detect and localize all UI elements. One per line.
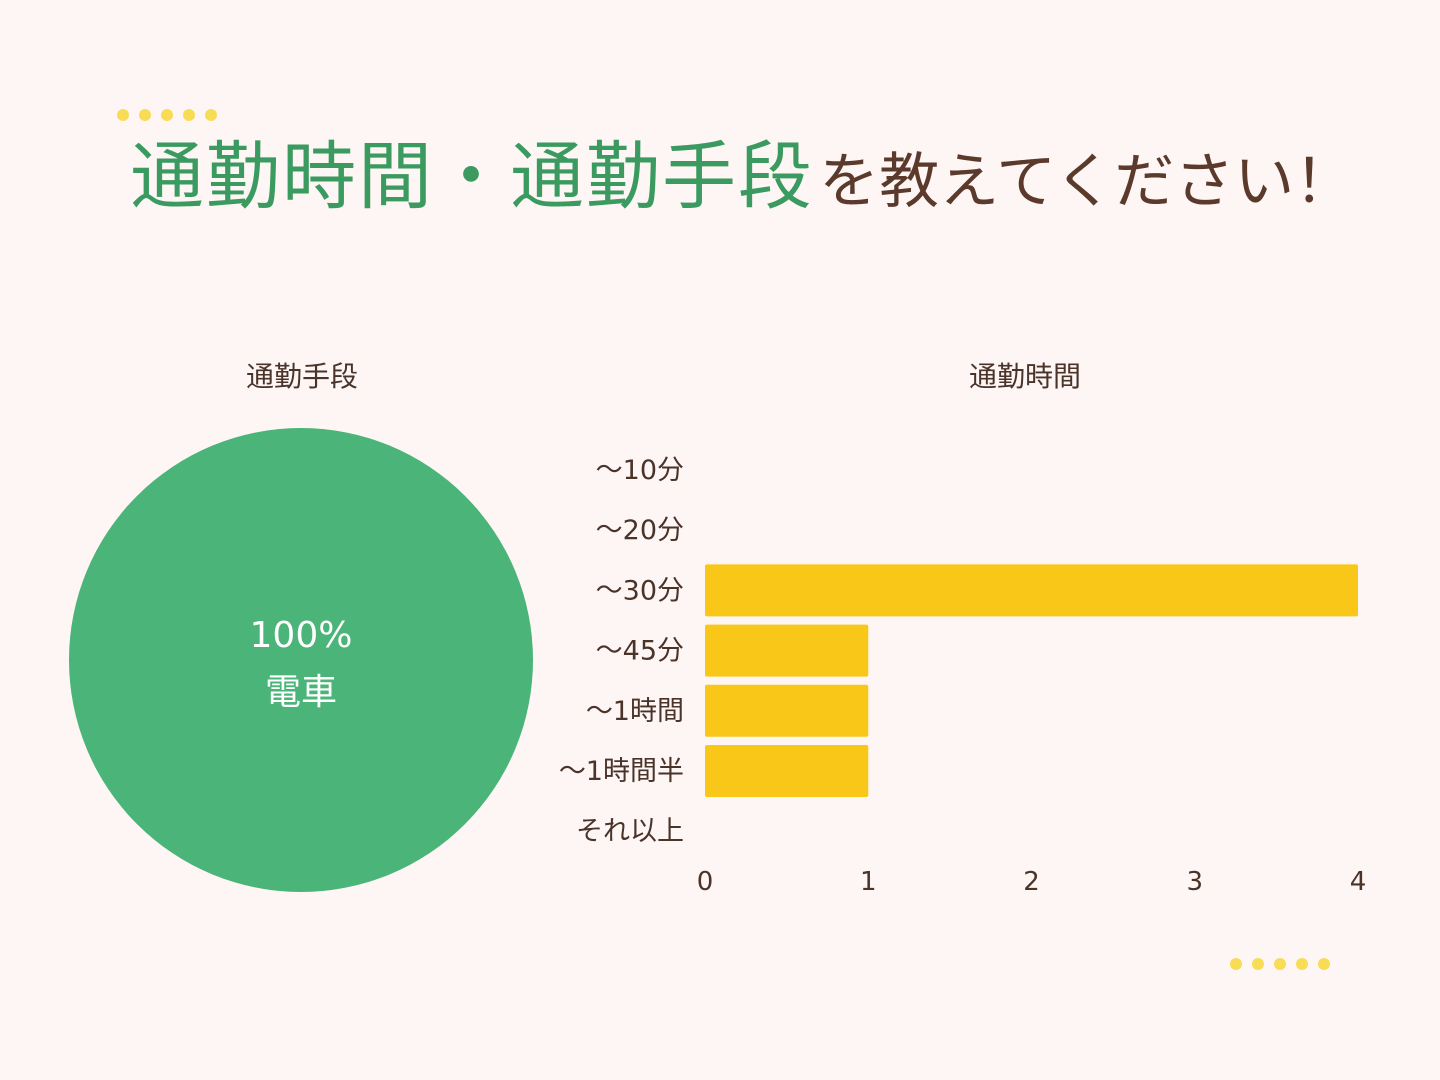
bar xyxy=(705,745,869,797)
category-label: 〜10分 xyxy=(596,455,684,486)
dot-icon xyxy=(1296,958,1308,970)
pie-category-label: 電車 xyxy=(265,672,337,713)
pie-slice-1 xyxy=(69,428,533,892)
category-label: 〜1時間 xyxy=(586,696,684,727)
pie-chart: 100% 電車 xyxy=(69,428,533,892)
bar xyxy=(705,564,1358,617)
x-tick-label: 3 xyxy=(1186,867,1203,897)
bar-chart-title: 通勤時間 xyxy=(968,360,1081,393)
pie-chart-title: 通勤手段 xyxy=(245,360,358,393)
dot-icon xyxy=(117,109,129,121)
decorative-dots-top xyxy=(117,109,217,121)
dot-icon xyxy=(139,109,151,121)
decorative-dots-bottom xyxy=(1230,958,1330,970)
x-tick-label: 2 xyxy=(1023,867,1040,897)
dot-icon xyxy=(1252,958,1264,970)
page-title-main: 通勤時間・通勤手段 xyxy=(130,134,814,220)
dot-icon xyxy=(1274,958,1286,970)
category-label: 〜45分 xyxy=(596,636,684,667)
x-tick-label: 1 xyxy=(860,867,877,897)
pie-percent-label: 100% xyxy=(250,615,353,656)
x-tick-label: 4 xyxy=(1350,867,1367,897)
bar xyxy=(705,684,869,737)
category-label: 〜1時間半 xyxy=(559,756,684,787)
category-label: それ以上 xyxy=(576,816,684,847)
page-title-sub: を教えてください！ xyxy=(819,147,1355,217)
dot-icon xyxy=(161,109,173,121)
dot-icon xyxy=(1230,958,1242,970)
bar xyxy=(705,624,869,677)
dot-icon xyxy=(205,109,217,121)
page-title: 通勤時間・通勤手段 を教えてください！ xyxy=(130,140,1354,214)
dot-icon xyxy=(183,109,195,121)
category-label: 〜30分 xyxy=(596,575,684,606)
category-label: 〜20分 xyxy=(596,515,684,546)
dot-icon xyxy=(1318,958,1330,970)
x-tick-label: 0 xyxy=(697,867,714,897)
